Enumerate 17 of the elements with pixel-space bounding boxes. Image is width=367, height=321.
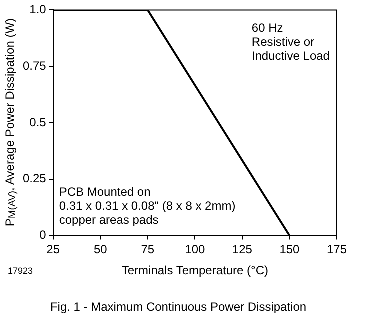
- text: 17923: [8, 266, 34, 276]
- annotation: 60 Hz Resistive or Inductive Load: [252, 21, 330, 64]
- text: Fig. 1 - Maximum Continuous Power Dissipation: [50, 300, 307, 314]
- y-tick-label: 0.5: [30, 115, 47, 130]
- x-tick-label: 175: [326, 242, 348, 256]
- y-tick-label: 0.75: [22, 58, 47, 73]
- x-tick-label: 150: [280, 242, 300, 256]
- x-tick-label: 25: [46, 242, 60, 256]
- x-axis-title: Terminals Temperature (°C): [122, 264, 268, 278]
- x-tick-label: 75: [141, 242, 155, 256]
- y-tick-label: 1.0: [30, 2, 47, 17]
- annotation: PCB Mounted on 0.31 x 0.31 x 0.08" (8 x 8 x 2mm) copper areas pads: [59, 184, 236, 227]
- y-tick-label: 0: [40, 228, 47, 242]
- x-tick-label: 125: [232, 242, 253, 256]
- y-tick-label: 0.25: [22, 172, 47, 186]
- x-tick-label: 100: [185, 242, 206, 256]
- x-tick-label: 50: [94, 242, 108, 256]
